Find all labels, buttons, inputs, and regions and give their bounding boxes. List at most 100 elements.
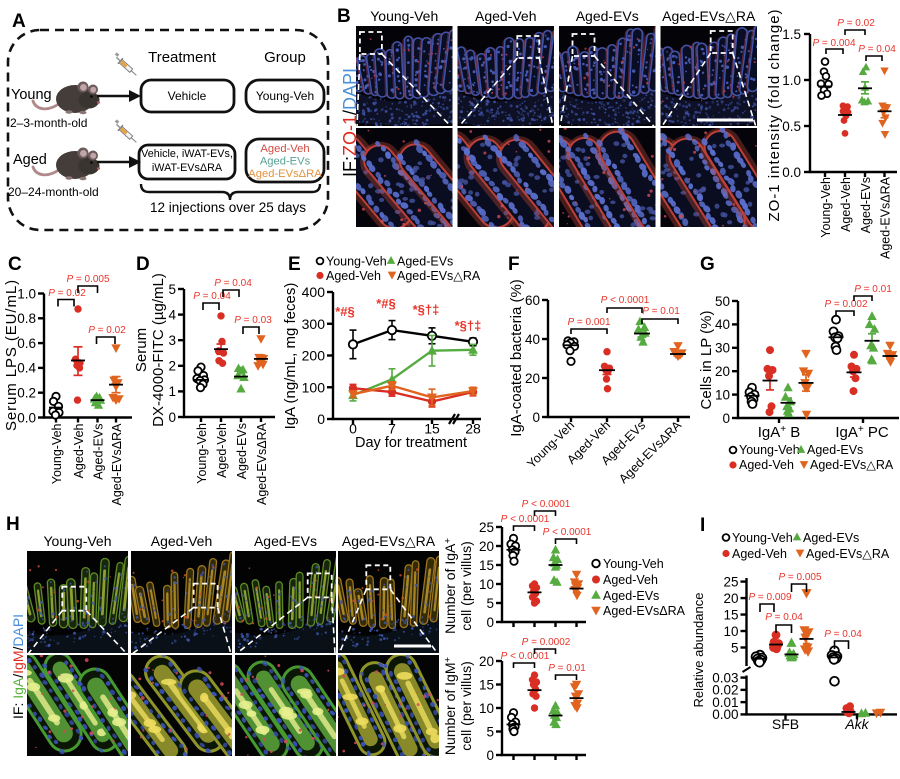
svg-text:Young-Veh: Young-Veh: [326, 255, 387, 269]
svg-text:Young-Veh: Young-Veh: [195, 423, 209, 484]
svg-text:P = 0.02: P = 0.02: [88, 325, 126, 336]
svg-text:Aged-EVs: Aged-EVs: [397, 255, 453, 269]
svg-text:5: 5: [731, 640, 739, 655]
svg-text:P = 0.04: P = 0.04: [858, 44, 896, 55]
svg-text:0.0: 0.0: [782, 165, 801, 180]
svg-text:20: 20: [479, 539, 494, 554]
svg-text:Aged-Veh: Aged-Veh: [151, 533, 213, 549]
svg-text:Aged-EVs: Aged-EVs: [92, 424, 106, 480]
svg-text:2–3-month-old: 2–3-month-old: [10, 116, 87, 130]
svg-text:Young-Veh: Young-Veh: [44, 533, 112, 549]
svg-text:12 injections over 25 days: 12 injections over 25 days: [150, 200, 306, 215]
svg-text:IgA (ng/mL, mg feces): IgA (ng/mL, mg feces): [282, 283, 299, 430]
svg-text:Aged-EVs△RA: Aged-EVs△RA: [662, 8, 756, 24]
svg-text:IgA+ PC: IgA+ PC: [835, 424, 889, 441]
svg-text:300: 300: [302, 316, 326, 332]
svg-text:Group: Group: [264, 49, 306, 66]
svg-text:ZO-1 intensity (fold change): ZO-1 intensity (fold change): [766, 8, 783, 221]
svg-text:7: 7: [388, 421, 396, 437]
svg-text:20: 20: [723, 591, 738, 606]
svg-text:Aged-EVs△RA: Aged-EVs△RA: [342, 533, 436, 549]
svg-text:40: 40: [715, 317, 730, 332]
svg-text:0.2: 0.2: [17, 386, 36, 401]
svg-text:20: 20: [525, 371, 540, 386]
svg-text:Aged-Veh: Aged-Veh: [215, 423, 229, 478]
svg-text:Young-Veh: Young-Veh: [370, 8, 438, 24]
svg-text:Young-Veh: Young-Veh: [603, 557, 664, 571]
svg-text:P = 0.001: P = 0.001: [567, 317, 611, 328]
svg-text:1: 1: [168, 384, 176, 399]
svg-text:P = 0.01: P = 0.01: [854, 284, 892, 295]
svg-text:10: 10: [479, 701, 494, 716]
svg-text:5: 5: [486, 596, 494, 611]
svg-text:Serum: Serum: [133, 328, 150, 372]
svg-text:Young-Veh: Young-Veh: [819, 177, 833, 238]
svg-text:0.0: 0.0: [17, 410, 36, 425]
svg-text:P = 0.04: P = 0.04: [765, 612, 803, 623]
svg-text:Aged-EVsΔRA: Aged-EVsΔRA: [110, 423, 124, 506]
svg-text:15: 15: [424, 421, 440, 437]
svg-text:Relative abundance: Relative abundance: [691, 593, 706, 708]
svg-text:10: 10: [723, 624, 738, 639]
svg-text:0.01: 0.01: [712, 695, 738, 710]
svg-text:Aged-Veh: Aged-Veh: [739, 458, 794, 472]
svg-text:0: 0: [168, 410, 176, 425]
svg-text:A: A: [12, 11, 26, 32]
svg-text:Young-Veh: Young-Veh: [50, 423, 64, 484]
svg-text:P = 0.002: P = 0.002: [824, 299, 868, 310]
svg-text:P = 0.004: P = 0.004: [812, 38, 856, 49]
svg-text:P = 0.01: P = 0.01: [642, 306, 680, 317]
svg-text:15: 15: [479, 558, 494, 573]
svg-text:*#§: *#§: [376, 296, 396, 311]
svg-text:B: B: [337, 6, 351, 27]
svg-text:5: 5: [486, 724, 494, 739]
svg-text:Aged-EVs: Aged-EVs: [260, 156, 311, 168]
svg-text:Aged-EVs: Aged-EVs: [803, 531, 859, 545]
svg-text:Aged-EVs: Aged-EVs: [576, 8, 639, 24]
svg-text:0: 0: [317, 411, 325, 427]
svg-text:iWAT-EVsΔRA: iWAT-EVsΔRA: [152, 162, 223, 174]
svg-text:0.00: 0.00: [712, 707, 738, 722]
svg-text:P < 0.0001: P < 0.0001: [543, 527, 592, 538]
svg-text:0: 0: [486, 615, 494, 630]
svg-text:3: 3: [168, 333, 176, 348]
svg-text:cell (per villus): cell (per villus): [458, 541, 474, 630]
svg-text:0.5: 0.5: [782, 119, 801, 134]
svg-text:Cells in LP (%): Cells in LP (%): [698, 311, 715, 410]
svg-text:H: H: [6, 514, 20, 535]
svg-text:F: F: [508, 254, 520, 275]
svg-text:30: 30: [715, 341, 730, 356]
svg-text:1.0: 1.0: [17, 286, 36, 301]
svg-text:P < 0.0001: P < 0.0001: [501, 651, 550, 662]
svg-text:400: 400: [302, 284, 326, 300]
svg-text:4: 4: [168, 307, 176, 322]
svg-text:P = 0.04: P = 0.04: [824, 629, 862, 640]
svg-text:G: G: [700, 254, 715, 275]
svg-text:Aged-Veh: Aged-Veh: [839, 177, 853, 232]
svg-text:P = 0.04: P = 0.04: [193, 291, 231, 302]
svg-text:10: 10: [479, 577, 494, 592]
svg-text:IgA-coated bacteria (%): IgA-coated bacteria (%): [508, 279, 525, 437]
svg-text:40: 40: [525, 332, 540, 347]
svg-text:Aged-Veh: Aged-Veh: [732, 547, 787, 561]
svg-text:P = 0.03: P = 0.03: [234, 315, 272, 326]
svg-text:Aged-Veh: Aged-Veh: [326, 269, 381, 283]
svg-text:Aged-Veh: Aged-Veh: [603, 573, 658, 587]
svg-text:DX-4000-FITC (µg/mL): DX-4000-FITC (µg/mL): [150, 273, 167, 427]
svg-text:*§†‡: *§†‡: [413, 302, 440, 317]
svg-text:2: 2: [168, 359, 176, 374]
svg-text:25: 25: [479, 520, 494, 535]
svg-text:0.02: 0.02: [712, 683, 738, 698]
svg-text:10: 10: [715, 387, 730, 402]
svg-text:SFB: SFB: [772, 716, 799, 732]
svg-text:P = 0.005: P = 0.005: [778, 572, 822, 583]
svg-text:Treatment: Treatment: [148, 49, 217, 66]
svg-text:0: 0: [532, 410, 540, 425]
svg-text:P < 0.0001: P < 0.0001: [501, 514, 550, 525]
svg-text:Akk: Akk: [844, 716, 869, 732]
svg-text:Young-Veh: Young-Veh: [732, 531, 793, 545]
svg-text:15: 15: [723, 607, 738, 622]
svg-text:Aged-EVs△RA: Aged-EVs△RA: [810, 458, 894, 472]
svg-text:Day for treatment: Day for treatment: [355, 435, 467, 451]
svg-text:Young-Veh: Young-Veh: [739, 443, 800, 457]
